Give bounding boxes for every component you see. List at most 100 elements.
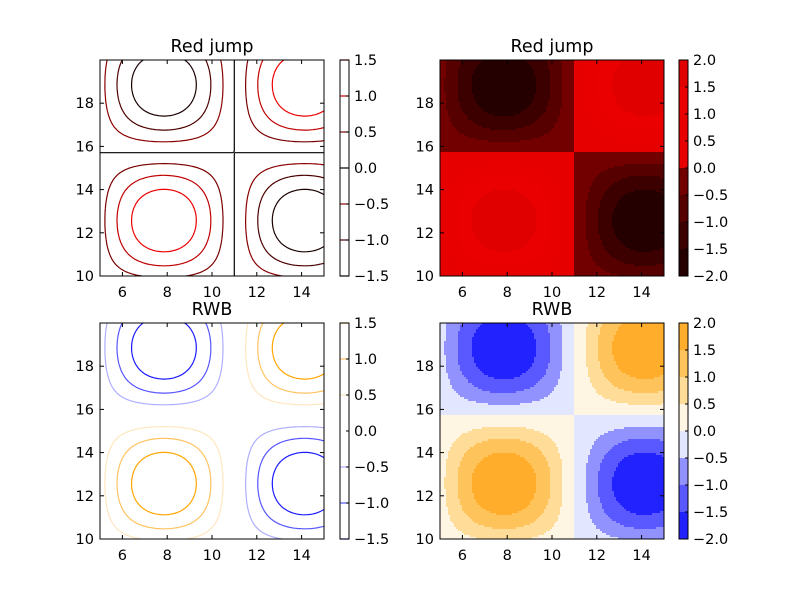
colorbar-tick-label: −1.5 <box>354 532 389 548</box>
colorbar-tick-label: −1.0 <box>693 215 728 231</box>
colorbar-band <box>679 141 688 168</box>
colorbar-tick-label: 1.5 <box>693 343 716 359</box>
x-tick-label: 8 <box>163 548 172 564</box>
x-tick-label: 14 <box>292 548 310 564</box>
x-tick-label: 6 <box>118 285 127 301</box>
contour-level <box>131 60 324 253</box>
x-tick-label: 14 <box>632 548 650 564</box>
colorbar-band <box>679 222 688 249</box>
plot-area <box>440 323 664 539</box>
colorbar-tick-label: 2.0 <box>693 316 716 332</box>
plot-area <box>100 60 324 276</box>
colorbar: 1.5 1.0 0.5 0.0 −0.5 −1.0 −1.5 <box>339 316 389 548</box>
colorbar-tick-label: 1.0 <box>693 107 716 123</box>
x-tick-label: 10 <box>203 285 221 301</box>
colorbar: 2.0 1.5 1.0 0.5 0.0 −0.5 −1.0 −1.5 −2.0 <box>678 316 728 548</box>
contour-level <box>104 323 324 539</box>
colorbar-tick-label: 1.5 <box>354 316 377 332</box>
contour-level <box>116 323 324 530</box>
y-tick-label: 14 <box>416 183 434 199</box>
colorbar-tick-label: −0.5 <box>693 451 728 467</box>
x-tick-label: 8 <box>503 285 512 301</box>
colorbar-tick-label: −1.5 <box>354 269 389 285</box>
y-tick-label: 12 <box>76 226 94 242</box>
colorbar-tick-label: −0.5 <box>354 460 389 476</box>
contour-level <box>116 60 324 267</box>
y-tick-label: 10 <box>416 532 434 548</box>
colorbar-tick-label: 0.5 <box>354 125 377 141</box>
x-tick-label: 8 <box>163 285 172 301</box>
x-tick-label: 6 <box>118 548 127 564</box>
colorbar-tick-label: −1.0 <box>693 478 728 494</box>
colorbar-tick-label: 0.0 <box>354 161 377 177</box>
x-tick-label: 12 <box>588 548 606 564</box>
colorbar-band <box>679 114 688 141</box>
y-tick-label: 16 <box>416 402 434 418</box>
contour-level <box>104 60 324 276</box>
panel-title: RWB <box>532 300 573 320</box>
panel-3: 6 8 10 12 14 10 12 14 16 18 RWB 1.5 1.0 0.5 0.0 −0.5 −1.… <box>76 300 390 564</box>
colorbar-tick-label: −1.5 <box>693 505 728 521</box>
colorbar-tick-label: −1.5 <box>693 242 728 258</box>
y-tick-label: 18 <box>76 96 94 112</box>
colorbar-band <box>679 60 688 87</box>
y-tick-label: 12 <box>76 489 94 505</box>
x-tick-label: 10 <box>543 548 561 564</box>
x-tick-label: 10 <box>543 285 561 301</box>
y-tick-label: 14 <box>76 446 94 462</box>
y-tick-label: 18 <box>416 359 434 375</box>
colorbar-tick-label: 1.5 <box>693 80 716 96</box>
plot-area <box>440 60 664 276</box>
y-tick-label: 14 <box>76 183 94 199</box>
contour-level <box>100 323 324 539</box>
contour-level <box>131 323 324 516</box>
y-tick-label: 16 <box>416 139 434 155</box>
x-tick-label: 6 <box>458 548 467 564</box>
colorbar: 1.5 1.0 0.5 0.0 −0.5 −1.0 −1.5 <box>339 53 389 285</box>
colorbar-band <box>679 350 688 377</box>
colorbar-tick-label: 2.0 <box>693 53 716 69</box>
colorbar-band <box>679 168 688 195</box>
panel-2: 6 8 10 12 14 10 12 14 16 18 Red jump 2.0 1.5 1.0 0.5 0.… <box>416 37 729 301</box>
colorbar-tick-label: 0.5 <box>693 397 716 413</box>
panel-title: RWB <box>192 300 233 320</box>
panel-title: Red jump <box>171 37 254 57</box>
plot-area <box>100 323 324 539</box>
colorbar-band <box>679 404 688 431</box>
colorbar-band <box>679 249 688 276</box>
colorbar-tick-label: 0.5 <box>693 134 716 150</box>
y-tick-label: 16 <box>76 402 94 418</box>
colorbar-tick-label: −1.0 <box>354 233 389 249</box>
panel-1: 6 8 10 12 14 10 12 14 16 18 Red jump 1.5 1.0 0.5 0.0 −0… <box>76 37 390 301</box>
colorbar-band <box>679 458 688 485</box>
x-tick-label: 6 <box>458 285 467 301</box>
panel-4: 6 8 10 12 14 10 12 14 16 18 RWB 2.0 1.5 1.0 0.5 0.0 −0.5… <box>416 300 729 564</box>
y-tick-label: 12 <box>416 489 434 505</box>
x-tick-label: 14 <box>632 285 650 301</box>
y-tick-label: 18 <box>76 359 94 375</box>
contour-level <box>116 323 324 530</box>
colorbar-tick-label: 0.0 <box>693 424 716 440</box>
x-tick-label: 12 <box>248 548 266 564</box>
colorbar-tick-label: −0.5 <box>693 188 728 204</box>
colorbar-tick-label: −2.0 <box>693 532 728 548</box>
y-tick-label: 16 <box>76 139 94 155</box>
colorbar-tick-label: −0.5 <box>354 197 389 213</box>
y-tick-label: 12 <box>416 226 434 242</box>
contour-level <box>100 60 324 276</box>
contour-level <box>104 323 324 539</box>
colorbar-tick-label: 0.5 <box>354 388 377 404</box>
y-tick-label: 10 <box>416 269 434 285</box>
colorbar-tick-label: 0.0 <box>354 424 377 440</box>
y-tick-label: 10 <box>76 532 94 548</box>
contour-level <box>104 60 324 276</box>
x-tick-label: 14 <box>292 285 310 301</box>
contour-level <box>131 323 324 516</box>
contour-level <box>116 60 324 267</box>
panel-title: Red jump <box>511 37 594 57</box>
colorbar-tick-label: 1.0 <box>693 370 716 386</box>
contour-level <box>131 60 324 253</box>
colorbar-band <box>679 323 688 350</box>
colorbar-band <box>679 195 688 222</box>
